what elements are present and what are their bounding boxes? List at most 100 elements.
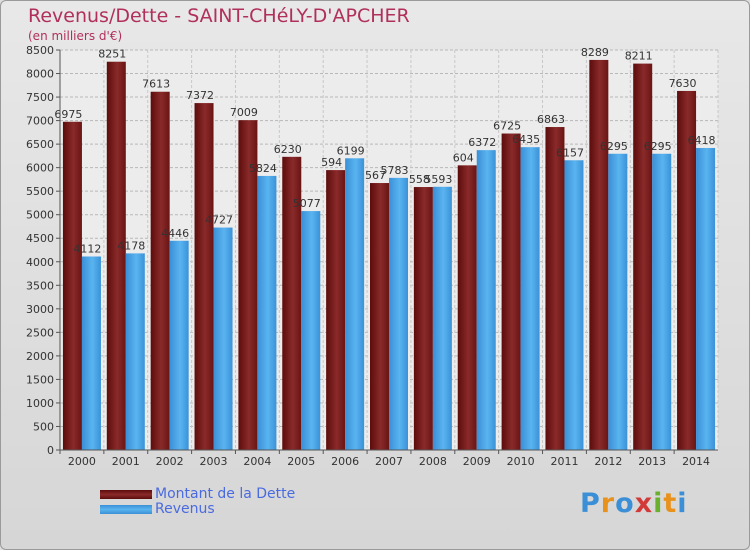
data-label-revenus: 5824 (249, 162, 277, 175)
bar-dette (106, 61, 126, 450)
x-tick-label: 2005 (287, 455, 315, 468)
y-tick-label: 4500 (26, 232, 54, 245)
y-tick-label: 0 (47, 444, 54, 457)
data-label-revenus: 6157 (556, 146, 584, 159)
bar-dette (545, 127, 565, 451)
bar-dette (326, 170, 346, 450)
data-label-dette: 8251 (98, 48, 126, 61)
data-label-dette: 567 (365, 169, 386, 182)
data-label-dette: 558 (409, 173, 430, 186)
bar-dette (633, 63, 653, 450)
bar-revenus (169, 240, 189, 450)
data-label-revenus: 6199 (337, 144, 365, 157)
data-label-dette: 7630 (669, 77, 697, 90)
chart-subtitle: (en milliers d'€) (28, 29, 123, 43)
y-tick-label: 7500 (26, 91, 54, 104)
y-tick-label: 7000 (26, 115, 54, 128)
y-tick-label: 4000 (26, 256, 54, 269)
x-tick-label: 2000 (68, 455, 96, 468)
bar-dette (457, 165, 477, 450)
data-label-dette: 7009 (230, 106, 258, 119)
proxiti-logo: Proxiti (580, 488, 688, 519)
logo-letter: r (600, 488, 616, 519)
bar-dette (150, 91, 170, 450)
data-label-dette: 7372 (186, 89, 214, 102)
x-tick-label: 2008 (419, 455, 447, 468)
y-tick-label: 1000 (26, 397, 54, 410)
y-tick-label: 6000 (26, 162, 54, 175)
data-label-revenus: 6418 (688, 134, 716, 147)
bar-dette (501, 133, 521, 450)
logo-letter: t (663, 488, 678, 519)
y-tick-label: 5000 (26, 209, 54, 222)
bar-revenus (476, 150, 496, 450)
bar-revenus (432, 186, 452, 451)
x-tick-label: 2002 (156, 455, 184, 468)
data-label-dette: 604 (453, 151, 474, 164)
y-tick-label: 5500 (26, 185, 54, 198)
x-tick-label: 2010 (507, 455, 535, 468)
data-label-dette: 6725 (493, 120, 521, 133)
bar-dette (194, 103, 214, 451)
data-label-dette: 6863 (537, 113, 565, 126)
logo-letter: P (580, 488, 601, 519)
data-label-revenus: 6295 (644, 140, 672, 153)
chart-title: Revenus/Dette - SAINT-CHéLY-D'APCHER (28, 5, 410, 27)
data-label-revenus: 4727 (205, 214, 233, 227)
legend-label-debt: Montant de la Dette (155, 486, 296, 502)
y-tick-label: 2000 (26, 350, 54, 363)
bar-dette (282, 156, 302, 450)
data-label-revenus: 4112 (73, 242, 101, 255)
bar-revenus (652, 153, 672, 450)
logo-letter: i (677, 488, 688, 519)
data-label-dette: 8211 (625, 50, 653, 63)
legend-swatch-revenus (100, 505, 152, 514)
x-tick-label: 2004 (243, 455, 271, 468)
bar-revenus (81, 256, 101, 450)
y-tick-label: 2500 (26, 326, 54, 339)
bar-dette (589, 59, 609, 450)
bar-dette (238, 120, 258, 450)
x-tick-label: 2007 (375, 455, 403, 468)
y-tick-label: 8500 (26, 44, 54, 57)
data-label-dette: 594 (321, 156, 342, 169)
bar-revenus (301, 211, 321, 450)
x-tick-label: 2006 (331, 455, 359, 468)
x-tick-label: 2013 (638, 455, 666, 468)
bar-dette (677, 90, 697, 451)
x-tick-label: 2003 (200, 455, 228, 468)
legend-label-revenus: Revenus (155, 501, 215, 517)
bar-revenus (696, 147, 716, 450)
logo-letter: o (615, 488, 635, 519)
data-label-revenus: 6372 (468, 136, 496, 149)
logo-letter: i (653, 488, 664, 519)
bar-revenus (125, 253, 145, 450)
data-label-dette: 8289 (581, 46, 609, 59)
bar-revenus (213, 227, 233, 450)
y-tick-label: 3000 (26, 303, 54, 316)
data-label-dette: 6975 (54, 108, 82, 121)
y-tick-label: 500 (33, 420, 54, 433)
bar-revenus (257, 175, 277, 450)
bar-dette (413, 187, 433, 451)
data-label-revenus: 5077 (293, 197, 321, 210)
data-label-revenus: 5593 (424, 173, 452, 186)
bar-dette (62, 121, 82, 450)
x-tick-label: 2009 (463, 455, 491, 468)
x-tick-label: 2012 (594, 455, 622, 468)
logo-letter: x (634, 488, 654, 519)
bar-dette (370, 183, 389, 451)
bar-chart: 6975 4112 8251 4178 7613 4446 7372 4727 7009 5824… (26, 44, 719, 468)
data-label-revenus: 4446 (161, 227, 189, 240)
bar-revenus (608, 153, 628, 450)
data-label-revenus: 5783 (381, 164, 409, 177)
bar-revenus (520, 147, 540, 451)
bar-revenus (564, 160, 584, 450)
y-tick-label: 3500 (26, 279, 54, 292)
legend-swatch-debt (100, 490, 152, 499)
data-label-revenus: 6435 (512, 133, 540, 146)
y-tick-label: 8000 (26, 68, 54, 81)
data-label-dette: 7613 (142, 78, 170, 91)
x-tick-label: 2001 (112, 455, 140, 468)
data-label-dette: 6230 (274, 143, 302, 156)
